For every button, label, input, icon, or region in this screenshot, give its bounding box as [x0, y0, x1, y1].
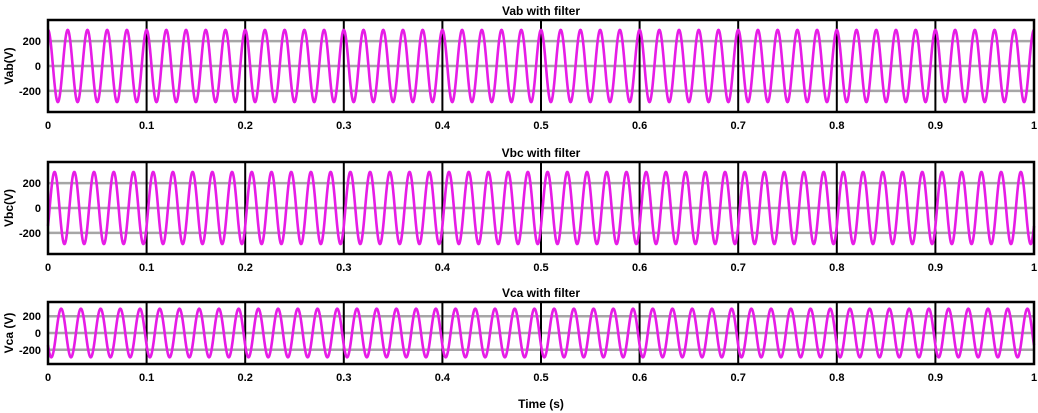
panel-3-ytick-label-2: -200: [19, 345, 41, 357]
panel-1-axes-frame: [46, 18, 1036, 114]
panel-2-xtick-label-9: 0.9: [928, 262, 943, 274]
panel-2-ytick-label-1: 0: [35, 203, 41, 215]
panel-2-axes-frame: [46, 160, 1036, 256]
panel-3-xtick-label-5: 0.5: [533, 372, 548, 384]
panel-3-waveform-line: [46, 307, 1036, 359]
panel-1-xtick-label-2: 0.2: [238, 120, 253, 132]
panel-3-x-axis-label: Time (s): [518, 397, 564, 411]
panel-1-ytick-label-0: 200: [23, 36, 41, 48]
panel-1-xtick-label-3: 0.3: [336, 120, 351, 132]
panel-1-xtick-label-1: 0.1: [139, 120, 154, 132]
panel-2-title: Vbc with filter: [502, 146, 581, 160]
panel-3-y-axis-label: Vca (V): [2, 313, 16, 354]
panel-3-xtick-label-0: 0: [45, 372, 51, 384]
panel-1-y-axis-label: Vab(V): [2, 47, 16, 84]
panel-1-xtick-label-10: 1: [1031, 120, 1037, 132]
panel-3-xtick-label-8: 0.8: [829, 372, 844, 384]
panel-3-title: Vca with filter: [502, 286, 580, 300]
panel-2-xtick-label-2: 0.2: [238, 262, 253, 274]
panel-3-xtick-label-1: 0.1: [139, 372, 154, 384]
panel-2-y-axis-label: Vbc(V): [2, 189, 16, 227]
panel-1-title: Vab with filter: [502, 4, 580, 18]
panel-3-ytick-label-1: 0: [35, 328, 41, 340]
panel-3-xtick-label-2: 0.2: [238, 372, 253, 384]
panel-1-xtick-label-0: 0: [45, 120, 51, 132]
panel-2-ytick-label-0: 200: [23, 178, 41, 190]
panel-1-waveform-line: [47, 28, 1035, 104]
panel-3-xtick-label-9: 0.9: [928, 372, 943, 384]
panel-2-waveform-line: [46, 170, 1036, 246]
panel-1-xtick-label-9: 0.9: [928, 120, 943, 132]
panel-3-xtick-label-7: 0.7: [731, 372, 746, 384]
panel-1-xtick-label-8: 0.8: [829, 120, 844, 132]
panel-2-xtick-label-10: 1: [1031, 262, 1037, 274]
panel-1-ytick-label-2: -200: [19, 86, 41, 98]
panel-2-xtick-label-8: 0.8: [829, 262, 844, 274]
panel-2-ytick-label-2: -200: [19, 228, 41, 240]
panel-3-xtick-label-10: 1: [1031, 372, 1037, 384]
panel-2-xtick-label-5: 0.5: [533, 262, 548, 274]
panel-1-ytick-label-1: 0: [35, 61, 41, 73]
panel-2-xtick-label-4: 0.4: [435, 262, 451, 274]
panel-2-xtick-label-1: 0.1: [139, 262, 154, 274]
panel-2-xtick-label-3: 0.3: [336, 262, 351, 274]
panel-3-xtick-label-3: 0.3: [336, 372, 351, 384]
panel-2-xtick-label-0: 0: [45, 262, 51, 274]
panel-1-xtick-label-4: 0.4: [435, 120, 451, 132]
panel-2-xtick-label-7: 0.7: [731, 262, 746, 274]
panel-1-xtick-label-6: 0.6: [632, 120, 647, 132]
panel-3-ytick-label-0: 200: [23, 311, 41, 323]
panel-3-axes-frame: [46, 300, 1036, 366]
panel-1-xtick-label-5: 0.5: [533, 120, 548, 132]
panel-1-xtick-label-7: 0.7: [731, 120, 746, 132]
panel-3-xtick-label-6: 0.6: [632, 372, 647, 384]
panel-2-xtick-label-6: 0.6: [632, 262, 647, 274]
panel-3-xtick-label-4: 0.4: [435, 372, 451, 384]
